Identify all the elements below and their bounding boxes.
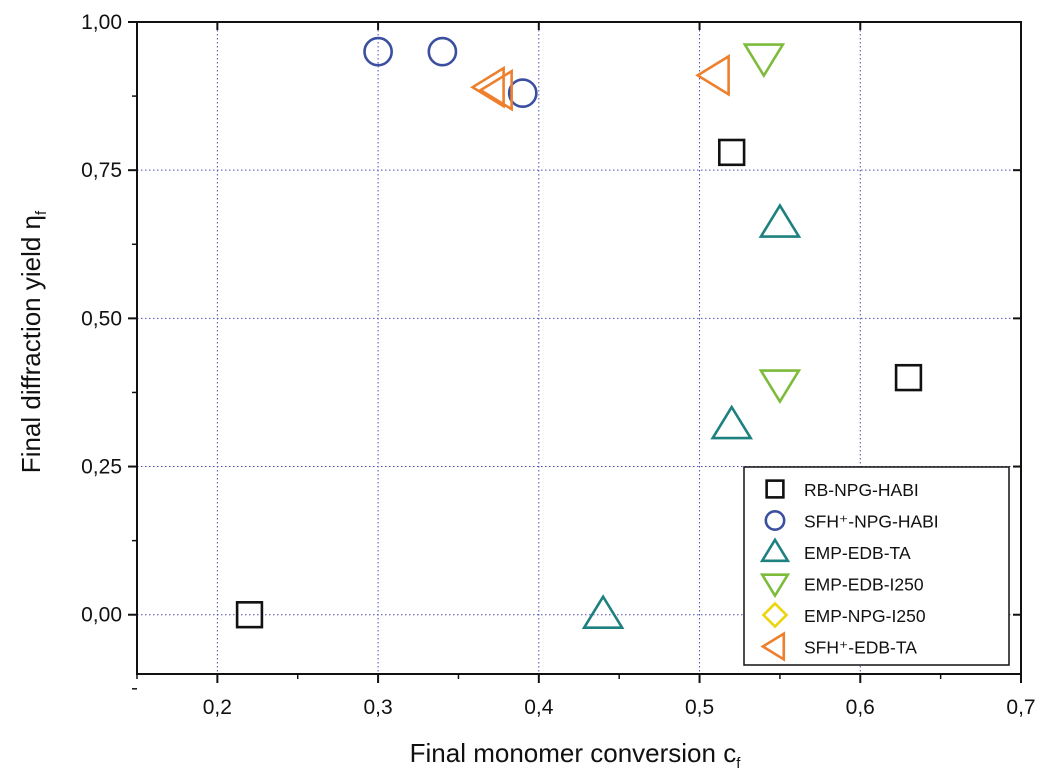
data-point-circle bbox=[507, 78, 538, 109]
data-point-circle bbox=[427, 36, 458, 67]
data-points bbox=[235, 36, 923, 630]
axes bbox=[136, 21, 1022, 675]
axis-ticks: 0,2 0,3 0,4 0,5 0,6 0,7 0,00 0,25 0,50 0,75 1,00 bbox=[81, 11, 1035, 719]
x-axis-title: Final monomer conversion cf bbox=[410, 738, 742, 772]
legend-marker-triangle-up bbox=[759, 537, 791, 563]
legend-box bbox=[743, 466, 1010, 666]
y-tick-label: 0,00 bbox=[81, 604, 122, 627]
data-point-triangle-up bbox=[581, 594, 625, 630]
legend-label: RB-NPG-HABI bbox=[804, 480, 919, 500]
data-point-triangle-left bbox=[478, 68, 513, 112]
x-tick-label: 0,2 bbox=[203, 696, 232, 719]
legend-label: EMP-NPG-I250 bbox=[804, 606, 926, 626]
y-tick-label: 0,25 bbox=[81, 456, 122, 479]
data-point-triangle-up bbox=[758, 203, 802, 238]
data-point-triangle-left bbox=[695, 54, 730, 97]
data-point-square bbox=[717, 138, 746, 167]
legend-label: SFH⁺-EDB-TA bbox=[804, 638, 917, 658]
data-point-square bbox=[894, 363, 923, 392]
data-point-triangle-down bbox=[742, 43, 786, 79]
y-tick-label: 0,50 bbox=[81, 307, 122, 330]
legend-marker-triangle-left bbox=[760, 631, 786, 662]
data-point-triangle-down bbox=[758, 369, 802, 405]
y-axis-title: Final diffraction yield ηf bbox=[16, 210, 50, 473]
legend-marker-triangle-down bbox=[759, 573, 791, 599]
data-point-triangle-left bbox=[470, 65, 505, 109]
legend-label: EMP-EDB-TA bbox=[804, 543, 911, 563]
legend-label: EMP-EDB-I250 bbox=[804, 575, 924, 595]
x-tick-label: 0,5 bbox=[685, 696, 714, 719]
legend-marker-square bbox=[765, 479, 785, 499]
legend-marker-diamond bbox=[761, 601, 789, 629]
x-tick-label: 0,6 bbox=[846, 696, 875, 719]
legend: RB-NPG-HABI SFH⁺-NPG-HABI EMP-EDB-TA EMP-ED… bbox=[743, 466, 1010, 666]
legend-label: SFH⁺-NPG-HABI bbox=[804, 512, 939, 532]
x-tick-label: 0,7 bbox=[1006, 696, 1035, 719]
data-point-circle bbox=[363, 36, 393, 67]
data-point-triangle-up bbox=[710, 404, 754, 440]
x-tick-label: 0,4 bbox=[524, 696, 554, 719]
plot-frame bbox=[136, 21, 1022, 675]
y-tick-label: 1,00 bbox=[81, 11, 122, 34]
y-tick-label: 0,75 bbox=[81, 159, 122, 182]
legend-marker-circle bbox=[764, 510, 786, 531]
data-point-square bbox=[235, 601, 264, 629]
x-tick-label: 0,3 bbox=[363, 696, 392, 719]
